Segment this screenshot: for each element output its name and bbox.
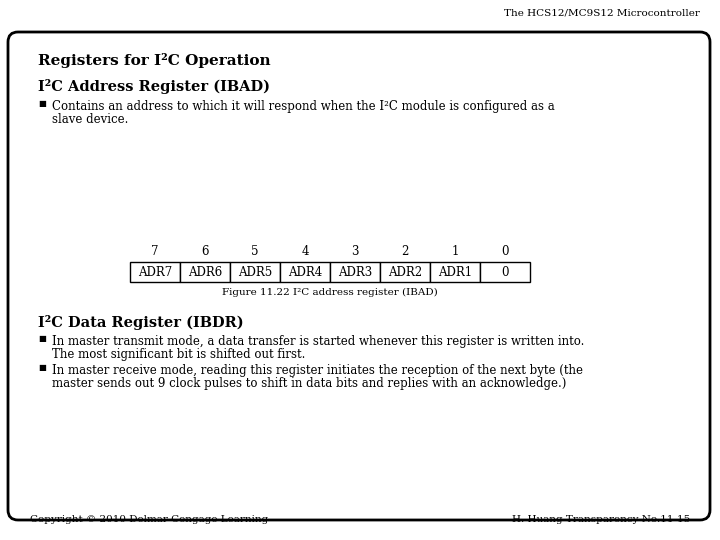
Text: 5: 5 bbox=[251, 245, 258, 258]
Text: ADR1: ADR1 bbox=[438, 266, 472, 279]
Text: Figure 11.22 I²C address register (IBAD): Figure 11.22 I²C address register (IBAD) bbox=[222, 288, 438, 297]
Text: ADR3: ADR3 bbox=[338, 266, 372, 279]
Text: ADR7: ADR7 bbox=[138, 266, 172, 279]
Text: 4: 4 bbox=[301, 245, 309, 258]
Text: In master receive mode, reading this register initiates the reception of the nex: In master receive mode, reading this reg… bbox=[52, 364, 583, 377]
Text: Contains an address to which it will respond when the I²C module is configured a: Contains an address to which it will res… bbox=[52, 100, 554, 113]
Text: I²C Data Register (IBDR): I²C Data Register (IBDR) bbox=[38, 315, 243, 330]
Bar bbox=[330, 262, 380, 282]
Text: H. Huang Transparency No.11-15: H. Huang Transparency No.11-15 bbox=[512, 515, 690, 524]
Bar bbox=[230, 262, 280, 282]
Bar bbox=[280, 262, 330, 282]
Text: ADR4: ADR4 bbox=[288, 266, 322, 279]
Text: slave device.: slave device. bbox=[52, 113, 128, 126]
Text: 1: 1 bbox=[451, 245, 459, 258]
Text: ■: ■ bbox=[38, 364, 46, 372]
Text: The most significant bit is shifted out first.: The most significant bit is shifted out … bbox=[52, 348, 305, 361]
Text: The HCS12/MC9S12 Microcontroller: The HCS12/MC9S12 Microcontroller bbox=[504, 8, 700, 17]
Text: I²C Address Register (IBAD): I²C Address Register (IBAD) bbox=[38, 79, 270, 94]
Text: 0: 0 bbox=[501, 266, 509, 279]
Text: 3: 3 bbox=[351, 245, 359, 258]
Bar bbox=[430, 262, 480, 282]
Text: ■: ■ bbox=[38, 335, 46, 343]
Text: Copyright © 2010 Delmar Cengage Learning: Copyright © 2010 Delmar Cengage Learning bbox=[30, 515, 269, 524]
Text: ■: ■ bbox=[38, 100, 46, 108]
Bar bbox=[130, 262, 180, 282]
Text: Registers for I²C Operation: Registers for I²C Operation bbox=[38, 53, 271, 68]
Text: 2: 2 bbox=[401, 245, 409, 258]
Text: 6: 6 bbox=[202, 245, 209, 258]
Text: master sends out 9 clock pulses to shift in data bits and replies with an acknow: master sends out 9 clock pulses to shift… bbox=[52, 377, 567, 390]
Bar bbox=[380, 262, 430, 282]
Text: 0: 0 bbox=[501, 245, 509, 258]
Text: ADR5: ADR5 bbox=[238, 266, 272, 279]
Bar bbox=[480, 262, 530, 282]
FancyBboxPatch shape bbox=[8, 32, 710, 520]
Text: 7: 7 bbox=[151, 245, 158, 258]
Text: In master transmit mode, a data transfer is started whenever this register is wr: In master transmit mode, a data transfer… bbox=[52, 335, 585, 348]
Text: ADR6: ADR6 bbox=[188, 266, 222, 279]
Bar bbox=[180, 262, 230, 282]
Text: ADR2: ADR2 bbox=[388, 266, 422, 279]
